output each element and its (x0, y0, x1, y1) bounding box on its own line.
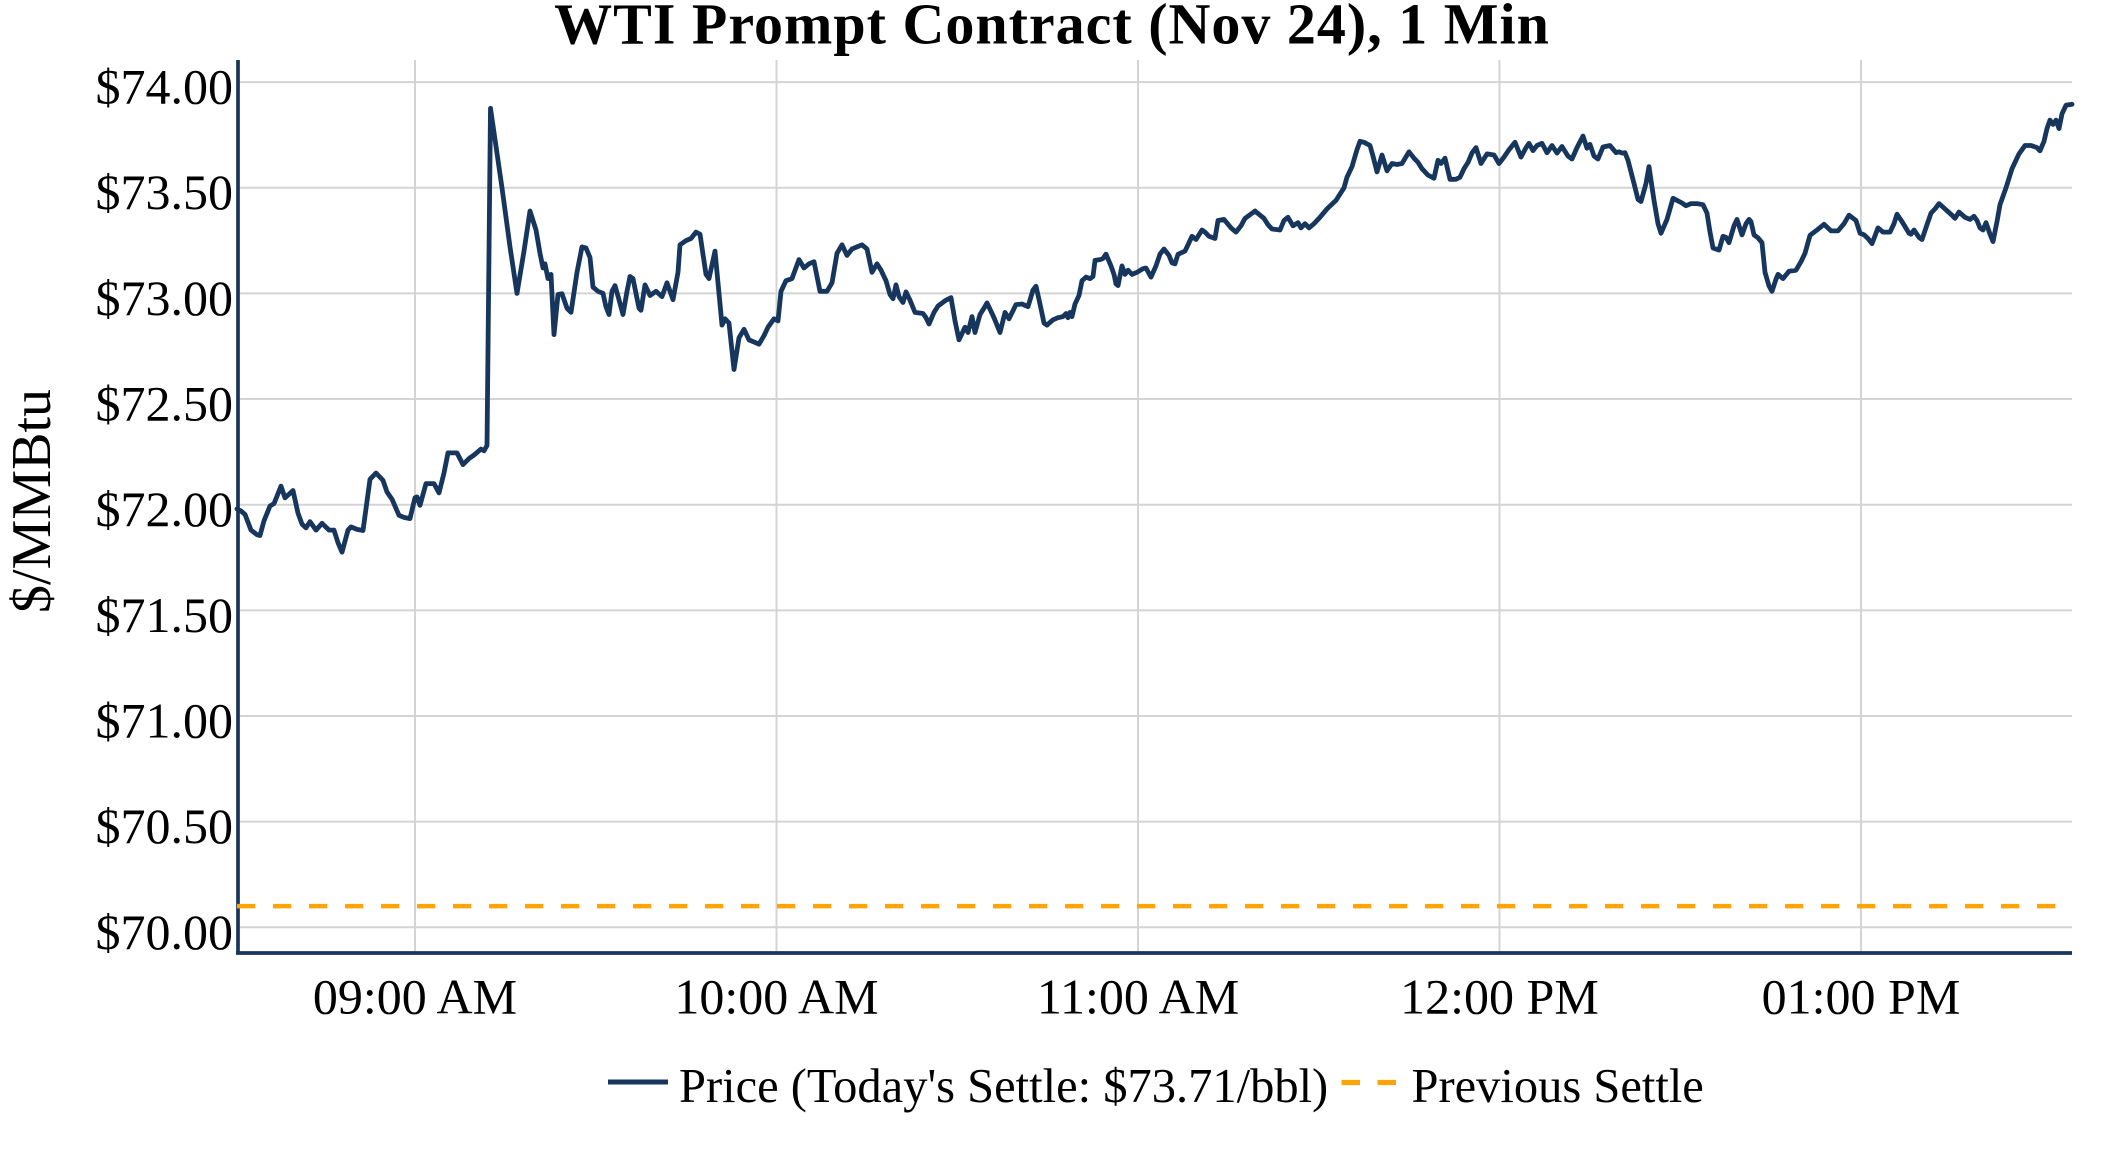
svg-text:$71.50: $71.50 (96, 587, 234, 643)
svg-text:01:00 PM: 01:00 PM (1762, 969, 1961, 1025)
svg-text:10:00 AM: 10:00 AM (674, 969, 878, 1025)
svg-text:$73.50: $73.50 (96, 164, 234, 220)
svg-text:$74.00: $74.00 (96, 59, 234, 115)
svg-text:09:00 AM: 09:00 AM (313, 969, 517, 1025)
svg-text:$70.50: $70.50 (96, 798, 234, 854)
svg-text:Price (Today's Settle: $73.71/: Price (Today's Settle: $73.71/bbl) (679, 1060, 1328, 1113)
svg-text:WTI Prompt Contract (Nov 24),: WTI Prompt Contract (Nov 24), 1 Min (554, 0, 1550, 57)
svg-text:12:00 PM: 12:00 PM (1400, 969, 1599, 1025)
svg-text:11:00 AM: 11:00 AM (1037, 969, 1239, 1025)
svg-text:$71.00: $71.00 (96, 693, 234, 749)
svg-text:Previous Settle: Previous Settle (1412, 1060, 1704, 1113)
svg-text:$72.00: $72.00 (96, 481, 234, 537)
svg-text:$72.50: $72.50 (96, 376, 234, 432)
svg-text:$70.00: $70.00 (96, 904, 234, 960)
svg-text:$73.00: $73.00 (96, 270, 234, 326)
svg-text:$/MMBtu: $/MMBtu (1, 389, 63, 613)
